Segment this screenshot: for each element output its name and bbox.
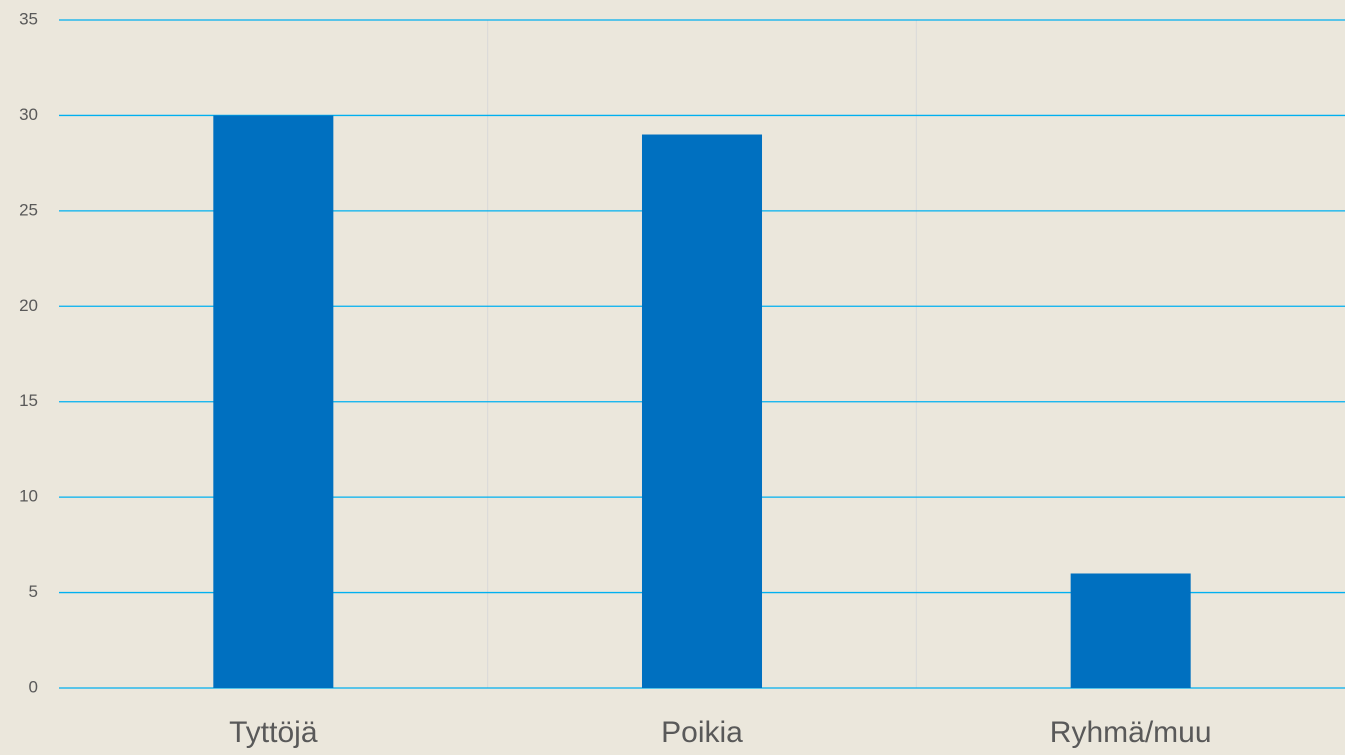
x-tick-label: Ryhmä/muu	[1050, 716, 1212, 749]
y-tick-label: 30	[19, 105, 38, 124]
x-tick-label: Poikia	[661, 716, 743, 749]
y-tick-label: 10	[19, 487, 38, 506]
y-tick-label: 15	[19, 391, 38, 410]
y-tick-label: 20	[19, 296, 38, 315]
y-tick-label: 5	[29, 582, 38, 601]
y-tick-label: 0	[29, 677, 38, 696]
bar	[213, 115, 334, 688]
y-tick-label: 35	[19, 9, 38, 28]
x-tick-label: Tyttöjä	[229, 716, 318, 749]
bar	[1070, 573, 1191, 688]
y-tick-label: 25	[19, 200, 38, 219]
bar	[641, 134, 763, 688]
